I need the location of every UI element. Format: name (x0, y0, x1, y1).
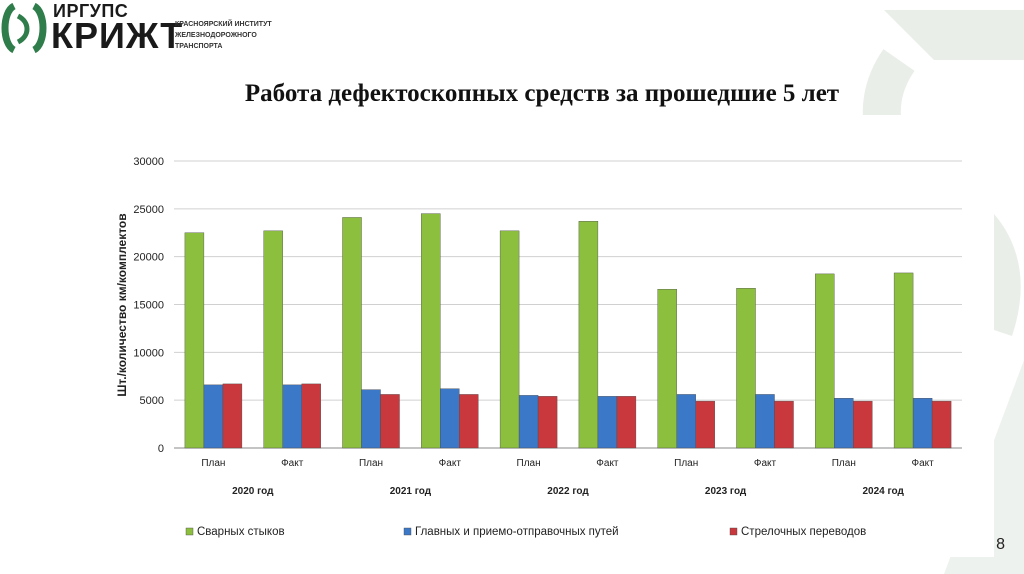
legend-label: Стрелочных переводов (741, 526, 866, 538)
y-tick-label: 10000 (133, 347, 164, 359)
bar-3 (301, 383, 321, 449)
x-tick-label: План (201, 458, 225, 469)
page-number: 8 (996, 536, 1005, 553)
bar-3 (222, 383, 243, 449)
logo-mark-icon (1, 2, 47, 54)
legend-swatch (729, 527, 738, 536)
bar-3 (774, 400, 794, 449)
bar-2 (282, 384, 302, 449)
bar-1 (736, 288, 756, 449)
logo-brand-main: КРИЖТ (51, 15, 184, 56)
legend-label: Сварных стыков (197, 526, 285, 538)
label-layer: 0 5000 10000 15000 20000 25000 30000 План Факт Пл… (133, 156, 934, 497)
logo-org-line: ТРАНСПОРТА (175, 43, 223, 50)
y-tick-label: 20000 (133, 252, 164, 264)
y-tick-label: 0 (158, 443, 164, 455)
bar-2 (518, 395, 539, 449)
logo-org-line: ЖЕЛЕЗНОДОРОЖНОГО (175, 32, 257, 39)
bar-1 (421, 213, 441, 449)
bar-2 (755, 394, 775, 449)
bar-1 (499, 230, 520, 449)
bar-3 (695, 400, 715, 449)
bar-2 (676, 394, 696, 449)
slide-title: Работа дефектоскопных средств за прошедш… (244, 80, 840, 107)
x-tick-label: Факт (596, 458, 619, 469)
bar-2 (912, 398, 933, 449)
x-tick-label: Факт (439, 458, 462, 469)
group-label: 2021 год (390, 486, 432, 497)
bar-3 (931, 400, 952, 449)
x-tick-label: План (517, 458, 541, 469)
y-tick-label: 30000 (133, 156, 164, 168)
logo-block: ИРГУПС КРИЖТ КРАСНОЯРСКИЙ ИНСТИТУТ ЖЕЛЕЗ… (0, 0, 272, 56)
bar-1 (893, 272, 914, 449)
bar-2 (597, 396, 618, 449)
bar-layer (184, 213, 952, 449)
x-tick-label: Факт (281, 458, 304, 469)
logo-organization: КРАСНОЯРСКИЙ ИНСТИТУТ ЖЕЛЕЗНОДОРОЖНОГО Т… (175, 19, 275, 52)
bar-3 (459, 394, 479, 449)
y-tick-label: 15000 (133, 300, 164, 312)
bar-1 (263, 230, 283, 449)
bar-1 (184, 232, 205, 449)
chart-panel: 0 5000 10000 15000 20000 25000 30000 План Факт Пл… (44, 115, 994, 557)
y-axis-label: Шт./количество км/комплектов (115, 213, 129, 396)
logo-org-line: КРАСНОЯРСКИЙ ИНСТИТУТ (175, 21, 272, 28)
bar-3 (537, 396, 558, 449)
bar-3 (380, 394, 400, 449)
x-tick-label: План (832, 458, 856, 469)
x-tick-label: План (359, 458, 383, 469)
bar-chart: 0 5000 10000 15000 20000 25000 30000 План Факт Пл… (115, 156, 962, 538)
bar-1 (815, 273, 835, 449)
group-label: 2023 год (705, 486, 747, 497)
logo-brand-top: ИРГУПС (53, 1, 129, 21)
bar-3 (616, 396, 637, 449)
bar-1 (657, 288, 677, 449)
y-tick-label: 25000 (133, 204, 164, 216)
legend-swatch (185, 527, 194, 536)
bar-2 (361, 389, 381, 449)
group-label: 2020 год (232, 486, 274, 497)
legend: Сварных стыков Главных и приемо-отправочн… (185, 526, 866, 538)
bar-2 (440, 388, 460, 449)
x-tick-label: Факт (911, 458, 934, 469)
bar-1 (578, 221, 599, 449)
legend-swatch (403, 527, 412, 536)
group-label: 2024 год (863, 486, 905, 497)
bar-1 (342, 217, 362, 449)
x-tick-label: План (674, 458, 698, 469)
x-tick-label: Факт (754, 458, 777, 469)
legend-label: Главных и приемо-отправочных путей (415, 526, 619, 538)
group-label: 2022 год (547, 486, 589, 497)
bar-2 (834, 398, 854, 449)
y-tick-label: 5000 (140, 395, 164, 407)
bar-3 (853, 400, 873, 449)
bar-2 (203, 384, 224, 449)
